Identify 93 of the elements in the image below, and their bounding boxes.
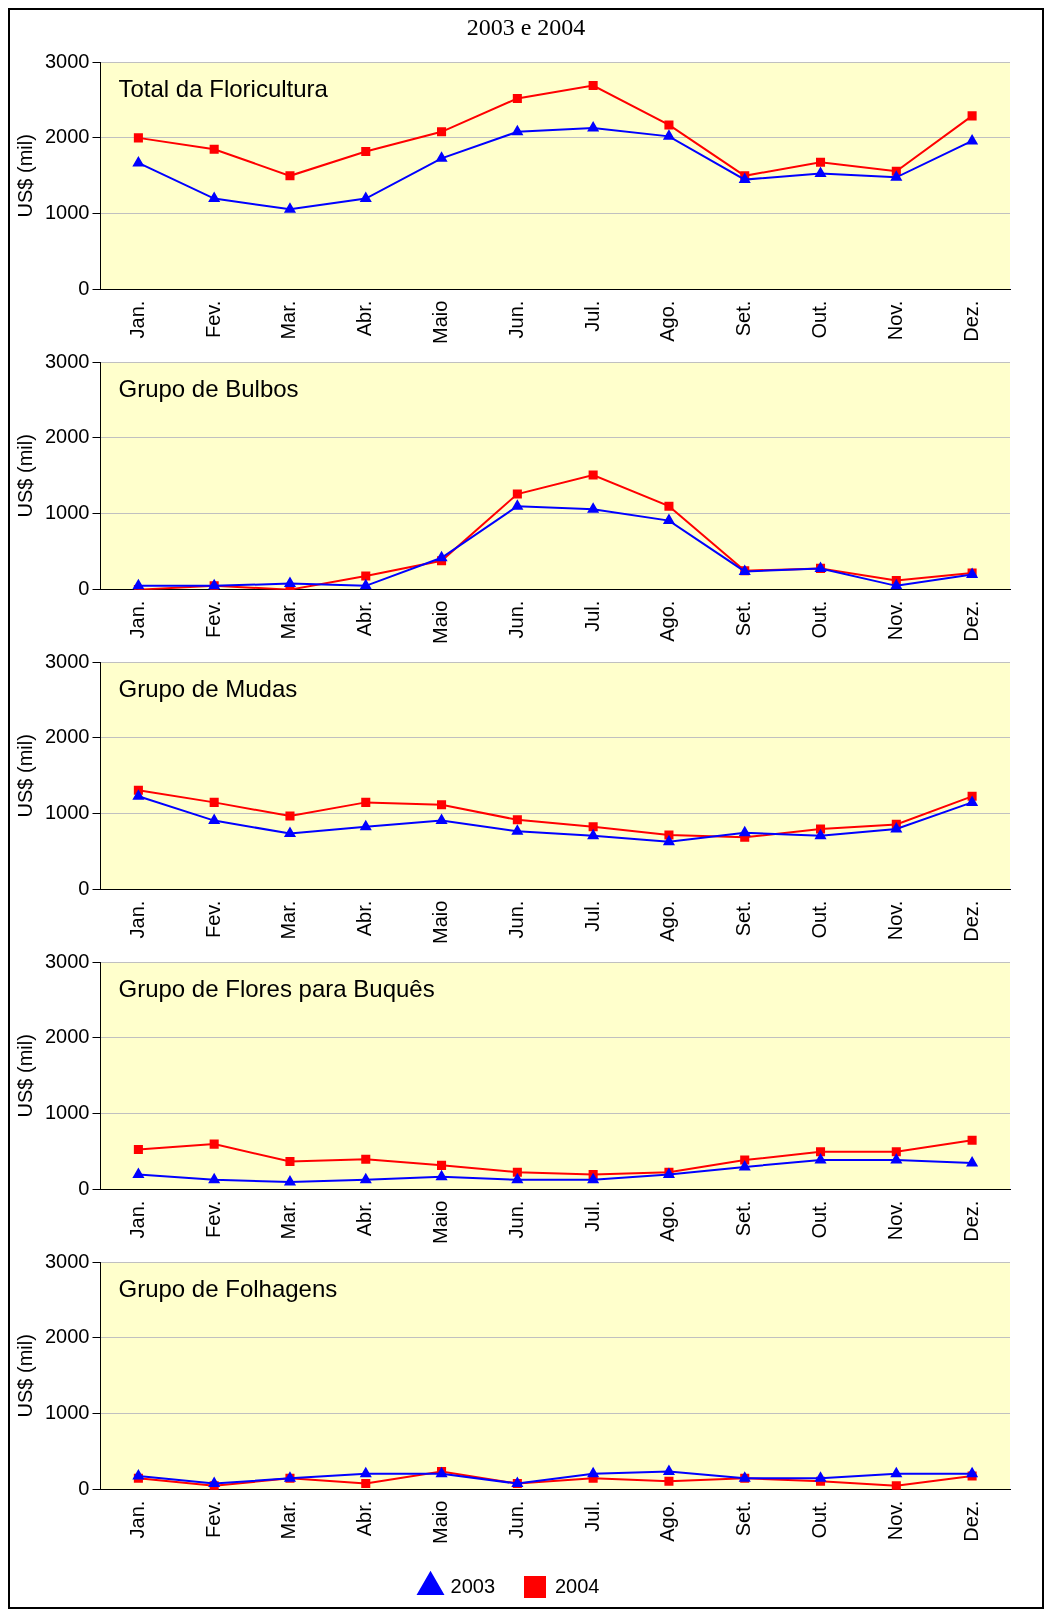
x-tick-label: Out. [808,1500,831,1539]
x-tick-label: Set. [732,300,755,337]
x-tick-label: Jun. [504,900,527,939]
y-tick-label: 0 [78,1477,90,1500]
x-tick-label: Jan. [125,300,148,339]
x-tick-label: Ago. [656,1200,679,1242]
x-tick-label: Jun. [504,1500,527,1539]
x-tick-label: Maio [429,300,452,345]
x-tick-label: Maio [429,1500,452,1545]
y-tick-label: 1000 [44,201,90,224]
x-tick-label: Fev. [201,300,224,339]
x-tick-label: Out. [808,600,831,639]
y-tick-label: 2000 [44,425,90,448]
x-tick-label: Ago. [656,900,679,942]
x-tick-label: Jan. [125,900,148,939]
x-tick-label: Maio [429,900,452,945]
x-tick-label: Abr. [353,300,376,337]
x-tick-label: Jan. [125,1500,148,1539]
y-axis-title: US$ (mil) [13,134,36,218]
y-tick-label: 0 [78,577,90,600]
x-tick-label: Fev. [201,1200,224,1239]
x-tick-label: Abr. [353,900,376,937]
x-tick-label: Set. [732,1200,755,1237]
y-tick-label: 0 [78,1177,90,1200]
text: Grupo de Flores para Buquês [118,974,435,1002]
x-tick-label: Jul. [580,300,603,332]
x-tick-label: Jan. [125,600,148,639]
x-tick-label: Dez. [959,900,982,942]
x-tick-label: Mar. [277,1200,300,1240]
x-tick-label: Nov. [883,900,906,941]
y-tick-label: 2000 [44,1325,90,1348]
text: Total da Floricultura [118,74,329,102]
x-tick-label: Dez. [959,300,982,342]
text: Grupo de Folhagens [118,1274,338,1302]
x-tick-label: Fev. [201,900,224,939]
y-tick-label: 3000 [44,349,90,372]
x-tick-label: Abr. [353,600,376,637]
y-axis-title: US$ (mil) [13,734,36,818]
y-tick-label: 3000 [44,1249,90,1272]
x-tick-label: Nov. [883,1200,906,1241]
x-tick-label: Out. [808,300,831,339]
legend-label: 2004 [555,1574,600,1597]
x-tick-label: Mar. [277,300,300,340]
y-tick-label: 3000 [44,49,90,72]
y-axis-title: US$ (mil) [13,1034,36,1118]
x-tick-label: Jul. [580,900,603,932]
y-tick-label: 1000 [44,1401,90,1424]
x-tick-label: Abr. [353,1500,376,1537]
x-tick-label: Fev. [201,1500,224,1539]
text: Grupo de Bulbos [118,374,299,402]
x-tick-label: Jun. [504,300,527,339]
y-tick-label: 3000 [44,649,90,672]
x-tick-label: Out. [808,1200,831,1239]
x-tick-label: Jul. [580,600,603,632]
y-tick-label: 0 [78,877,90,900]
x-tick-label: Dez. [959,1200,982,1242]
x-tick-label: Fev. [201,600,224,639]
x-tick-label: Mar. [277,1500,300,1540]
x-tick-label: Maio [429,600,452,645]
x-tick-label: Dez. [959,1500,982,1542]
text: Grupo de Mudas [118,674,298,702]
x-tick-label: Out. [808,900,831,939]
y-tick-label: 2000 [44,1025,90,1048]
x-tick-label: Mar. [277,600,300,640]
y-axis-title: US$ (mil) [13,1334,36,1418]
x-tick-label: Set. [732,600,755,637]
x-tick-label: Nov. [883,1500,906,1541]
x-tick-label: Nov. [883,600,906,641]
y-tick-label: 2000 [44,725,90,748]
x-tick-label: Ago. [656,600,679,642]
x-tick-label: Ago. [656,300,679,342]
x-tick-label: Nov. [883,300,906,341]
x-tick-label: Set. [732,1500,755,1537]
y-tick-label: 0 [78,277,90,300]
x-tick-label: Maio [429,1200,452,1245]
text: 2003 e 2004 [465,14,587,41]
y-tick-label: 1000 [44,501,90,524]
x-tick-label: Mar. [277,900,300,940]
y-axis-title: US$ (mil) [13,434,36,518]
y-tick-label: 2000 [44,125,90,148]
legend-label: 2003 [450,1574,496,1597]
y-tick-label: 1000 [44,801,90,824]
x-tick-label: Ago. [656,1500,679,1542]
x-tick-label: Jul. [580,1200,603,1232]
y-tick-label: 3000 [44,949,90,972]
x-tick-label: Set. [732,900,755,937]
x-tick-label: Abr. [353,1200,376,1237]
y-tick-label: 1000 [44,1101,90,1124]
x-tick-label: Dez. [959,600,982,642]
x-tick-label: Jun. [504,1200,527,1239]
x-tick-label: Jul. [580,1500,603,1532]
x-tick-label: Jan. [125,1200,148,1239]
x-tick-label: Jun. [504,600,527,639]
